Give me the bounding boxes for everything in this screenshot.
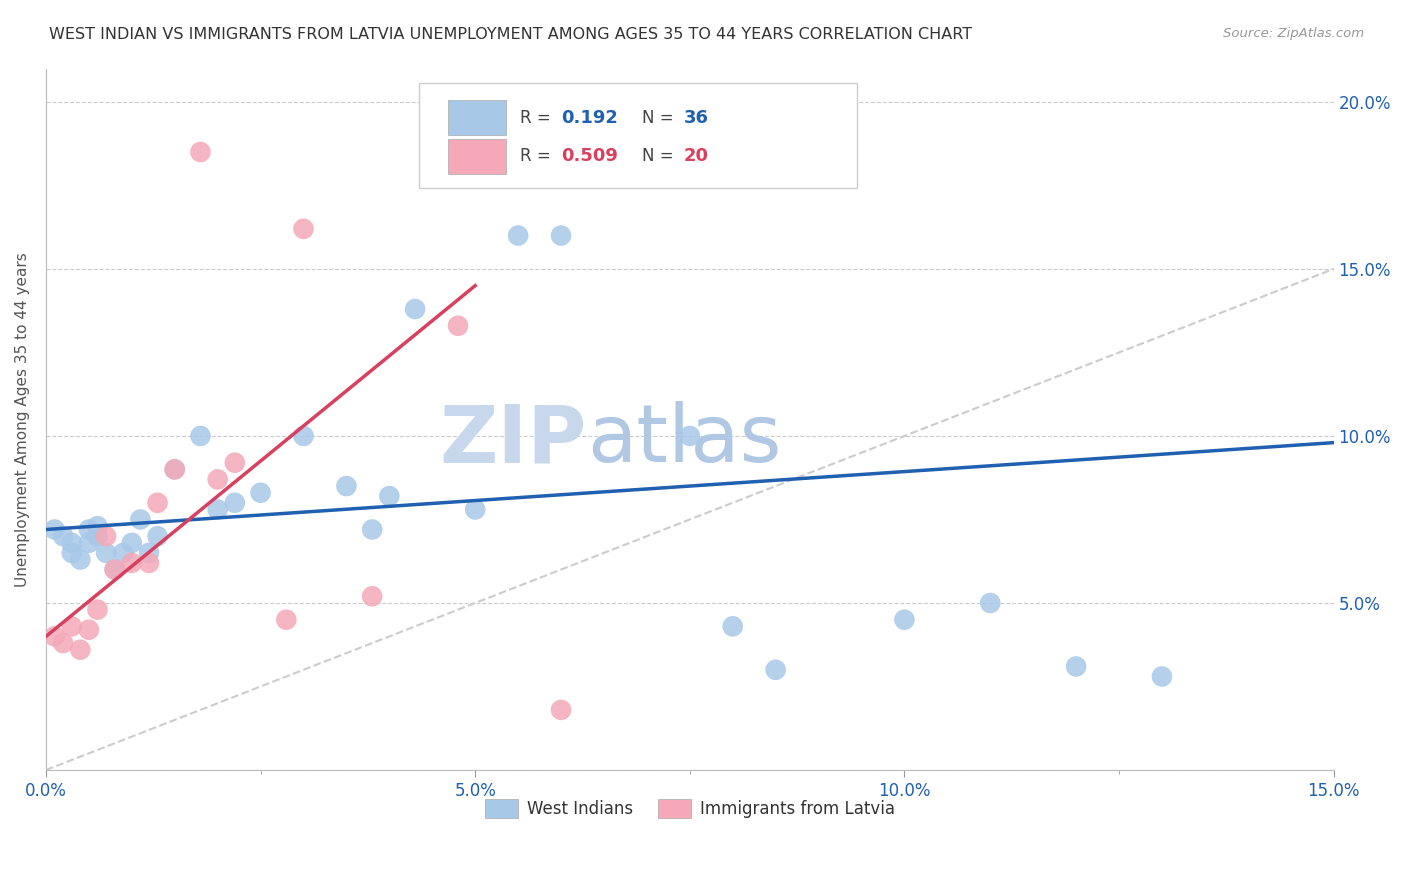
FancyBboxPatch shape <box>447 138 506 174</box>
Point <box>979 596 1001 610</box>
Point <box>60 619 83 633</box>
Point <box>190 429 212 443</box>
Y-axis label: Unemployment Among Ages 35 to 44 years: Unemployment Among Ages 35 to 44 years <box>15 252 30 587</box>
FancyBboxPatch shape <box>419 83 858 188</box>
Point <box>138 546 160 560</box>
Point <box>464 502 486 516</box>
Point <box>129 512 152 526</box>
Point <box>94 529 117 543</box>
Point <box>893 613 915 627</box>
Text: WEST INDIAN VS IMMIGRANTS FROM LATVIA UNEMPLOYMENT AMONG AGES 35 TO 44 YEARS COR: WEST INDIAN VS IMMIGRANTS FROM LATVIA UN… <box>49 27 973 42</box>
Text: N =: N = <box>643 147 679 165</box>
Point <box>361 523 384 537</box>
Point <box>86 519 108 533</box>
Text: atlas: atlas <box>586 401 782 479</box>
Point <box>224 456 246 470</box>
Point <box>249 485 271 500</box>
Point <box>163 462 186 476</box>
Point <box>292 222 315 236</box>
Point <box>138 556 160 570</box>
Point <box>121 536 143 550</box>
Point <box>292 429 315 443</box>
Point <box>679 429 702 443</box>
Point <box>1150 669 1173 683</box>
Point <box>60 546 83 560</box>
Point <box>60 536 83 550</box>
Point <box>86 529 108 543</box>
Point <box>190 145 212 159</box>
Text: 20: 20 <box>683 147 709 165</box>
Text: ZIP: ZIP <box>440 401 586 479</box>
Point <box>224 496 246 510</box>
Point <box>86 602 108 616</box>
Point <box>104 563 127 577</box>
Point <box>146 496 169 510</box>
Point <box>52 529 75 543</box>
Point <box>77 623 100 637</box>
Point <box>361 589 384 603</box>
Text: R =: R = <box>520 147 555 165</box>
Point <box>550 228 572 243</box>
Point <box>77 523 100 537</box>
Point <box>378 489 401 503</box>
Point <box>207 472 229 486</box>
Point <box>276 613 298 627</box>
Text: Source: ZipAtlas.com: Source: ZipAtlas.com <box>1223 27 1364 40</box>
Point <box>550 703 572 717</box>
Point <box>77 536 100 550</box>
Legend: West Indians, Immigrants from Latvia: West Indians, Immigrants from Latvia <box>478 792 901 825</box>
Point <box>207 502 229 516</box>
Text: 0.192: 0.192 <box>561 109 617 127</box>
Point <box>94 546 117 560</box>
Point <box>163 462 186 476</box>
Text: 36: 36 <box>683 109 709 127</box>
Point <box>765 663 787 677</box>
Text: N =: N = <box>643 109 679 127</box>
Point <box>335 479 357 493</box>
Point <box>508 228 530 243</box>
Text: R =: R = <box>520 109 555 127</box>
Point <box>69 552 91 566</box>
Point <box>404 301 426 316</box>
Point <box>44 629 66 643</box>
Point <box>121 556 143 570</box>
Point <box>721 619 744 633</box>
Point <box>447 318 470 333</box>
Text: 0.509: 0.509 <box>561 147 617 165</box>
Point <box>44 523 66 537</box>
FancyBboxPatch shape <box>447 100 506 136</box>
Point <box>52 636 75 650</box>
Point <box>104 563 127 577</box>
Point <box>69 642 91 657</box>
Point <box>1064 659 1087 673</box>
Point <box>146 529 169 543</box>
Point <box>112 546 135 560</box>
